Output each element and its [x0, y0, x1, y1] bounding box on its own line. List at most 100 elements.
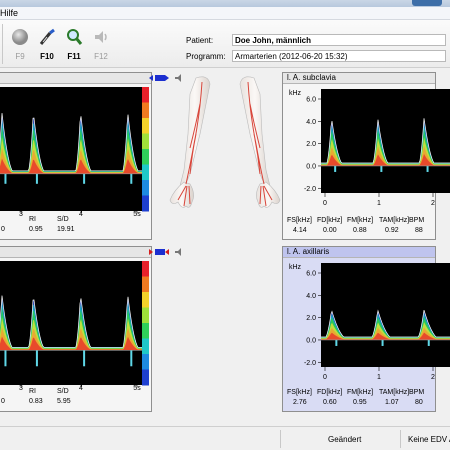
record-button[interactable]: F9	[8, 28, 32, 61]
param-value: 0.88	[353, 227, 367, 234]
param-value: 0.95	[29, 226, 43, 233]
color-scale-segment	[142, 323, 149, 339]
doppler-panel-subclavia[interactable]: l. A. subclavia kHz 6.0 4.0 2.0 0.0 -2.0 0 1 2 F…	[282, 72, 450, 240]
status-changed: Geändert	[328, 435, 362, 444]
param-value: 0.92	[385, 227, 399, 234]
left-arm	[239, 76, 281, 208]
param-value: 4.14	[293, 227, 307, 234]
param-value: 0.60	[323, 399, 337, 406]
parameter-table: FS[kHz] 2.76 FD[kHz] 0.60 FM[kHz] 0.95 TAM[kHz…	[283, 387, 450, 411]
record-icon	[12, 29, 28, 45]
spectrum-band	[321, 154, 450, 166]
param-header: TAM[kHz]	[379, 389, 410, 396]
y-tick-label: 4.0	[306, 293, 316, 300]
x-tick-label: 4	[79, 385, 83, 392]
envelope-line	[321, 309, 450, 338]
reverse-flow-mark	[427, 339, 430, 346]
panel-title: l. A. axillaris	[287, 247, 330, 256]
doppler-spectrum: kHz 6.0 4.0 2.0 0.0 -2.0 0 1 2	[289, 263, 450, 381]
channel-indicator-icon	[149, 74, 181, 82]
parameter-table: RI S/D 0 0.83 5.95	[0, 384, 153, 410]
x-tick-label: 5s	[133, 385, 141, 392]
window-close-button[interactable]	[412, 0, 442, 6]
param-value: 5.95	[57, 398, 71, 405]
patient-label: Patient:	[186, 36, 214, 45]
y-tick-label: 0.0	[306, 163, 316, 170]
patient-field[interactable]: Doe John, männlich	[232, 34, 446, 46]
param-header: RI	[29, 216, 36, 223]
reverse-flow-mark	[426, 165, 429, 172]
reverse-flow-mark	[380, 165, 383, 172]
y-tick-label: 0.0	[306, 337, 316, 344]
reverse-flow-mark	[4, 350, 7, 367]
color-scale-segment	[142, 354, 149, 370]
right-arm	[169, 76, 211, 208]
status-separator	[400, 430, 401, 448]
spectrum-band	[0, 158, 142, 174]
y-tick-label: 6.0	[306, 271, 316, 278]
param-value: 19.91	[57, 226, 75, 233]
color-scale-segment	[142, 338, 149, 355]
color-scale-segment	[142, 180, 149, 196]
menu-item-help[interactable]: Hilfe	[0, 8, 19, 18]
zoom-button[interactable]: F11	[62, 28, 86, 61]
speaker-icon	[95, 31, 107, 43]
spectrum-band	[0, 336, 142, 351]
x-tick-label: 1	[377, 200, 381, 207]
color-scale-segment	[142, 369, 149, 386]
program-field[interactable]: Armarterien (2012-06-20 15:32)	[232, 50, 446, 62]
toolbar-separator	[2, 24, 3, 64]
envelope-line	[321, 118, 450, 164]
probe-icon	[39, 28, 55, 45]
y-tick-label: 6.0	[306, 97, 316, 104]
status-bar: Geändert Keine EDV A	[0, 426, 450, 450]
plot-area	[321, 89, 450, 193]
y-tick-label: 4.0	[306, 119, 316, 126]
parameter-table: FS[kHz] 4.14 FD[kHz] 0.00 FM[kHz] 0.88 TAM[kHz…	[283, 215, 450, 239]
color-scale-segment	[142, 276, 149, 293]
y-unit-label: kHz	[289, 264, 302, 271]
param-value: 80	[415, 399, 423, 406]
reverse-flow-mark	[334, 165, 337, 172]
param-header: FS[kHz]	[287, 217, 312, 224]
x-tick-label: 2	[431, 374, 435, 381]
doppler-panel-top-left[interactable]: 3 4 5s RI S/D 0 0.95 19.91	[0, 72, 181, 240]
param-header: FD[kHz]	[317, 389, 343, 396]
speaker-button[interactable]: F12	[89, 28, 113, 61]
reverse-flow-mark	[35, 173, 38, 184]
reverse-flow-mark	[381, 339, 384, 346]
param-header: RI	[29, 388, 36, 395]
param-header: TAM[kHz]	[379, 217, 410, 224]
param-value: 0	[1, 226, 5, 233]
y-tick-label: -2.0	[304, 186, 316, 193]
reverse-flow-mark	[4, 173, 7, 184]
x-tick-label: 2	[431, 200, 435, 207]
probe-button-label: F10	[40, 52, 54, 61]
param-header: FD[kHz]	[317, 217, 343, 224]
x-tick-label: 3	[19, 385, 23, 392]
param-value: 2.76	[293, 399, 307, 406]
doppler-spectrum: kHz 6.0 4.0 2.0 0.0 -2.0 0 1 2	[289, 89, 450, 207]
plot-area	[0, 261, 142, 385]
color-scale-segment	[142, 195, 149, 212]
probe-button[interactable]: F10	[35, 28, 59, 61]
param-header: BPM	[409, 389, 425, 396]
reverse-flow-mark	[83, 173, 86, 184]
y-unit-label: kHz	[289, 90, 302, 97]
color-scale-segment	[142, 149, 149, 165]
param-value: 1.07	[385, 399, 399, 406]
color-scale-segment	[142, 292, 149, 308]
param-header: FS[kHz]	[287, 389, 312, 396]
envelope-line	[0, 113, 142, 172]
color-scale-segment	[142, 133, 149, 150]
doppler-panel-axillaris[interactable]: l. A. axillaris kHz 6.0 4.0 2.0 0.0 -2.0 0 1 2 F…	[282, 246, 450, 412]
reverse-flow-mark	[35, 350, 38, 367]
color-scale-segment	[142, 261, 149, 277]
doppler-panel-bottom-left[interactable]: 3 4 5s RI S/D 0 0.83 5.95	[0, 246, 181, 412]
doppler-spectrum: 3 4 5s	[0, 261, 149, 392]
x-tick-label: 4	[79, 211, 83, 218]
panel-header: l. A. axillaris	[283, 247, 435, 258]
record-button-label: F9	[15, 52, 25, 61]
x-tick-label: 5s	[133, 211, 141, 218]
panel-header	[0, 247, 181, 258]
